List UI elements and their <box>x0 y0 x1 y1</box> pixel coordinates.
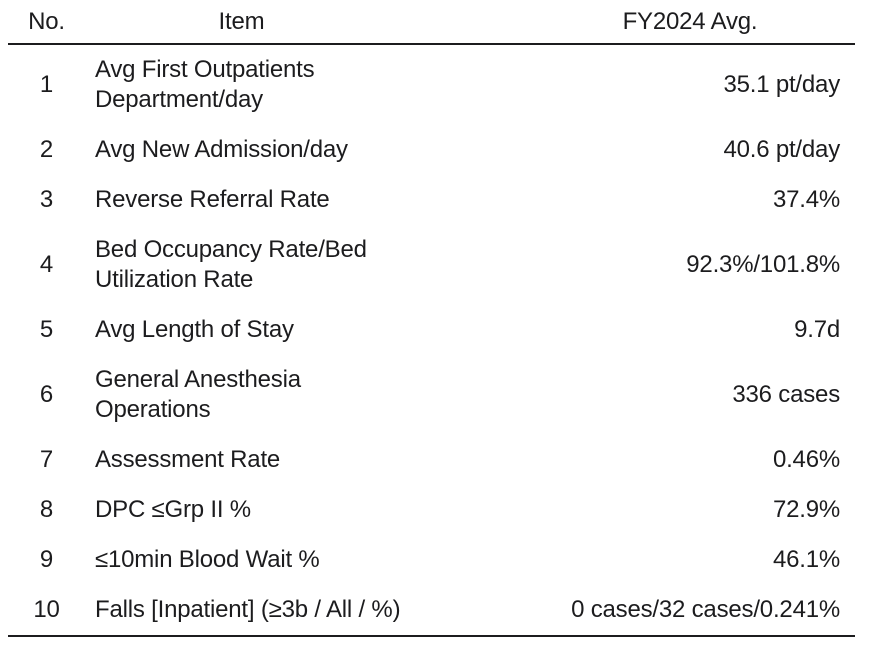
item-value: 336 cases <box>732 381 840 408</box>
row-number: 6 <box>39 381 54 408</box>
column-header-no: No. <box>28 7 65 35</box>
table-row: 7 Assessment Rate 0.46% <box>8 435 855 485</box>
column-header-fy2024-avg: FY2024 Avg. <box>622 7 758 35</box>
item-value: 40.6 pt/day <box>723 136 840 163</box>
column-header-item: Item <box>218 7 265 35</box>
item-value: 9.7d <box>794 316 840 343</box>
item-label: ≤10min Blood Wait % <box>95 546 320 573</box>
item-label: Reverse Referral Rate <box>95 186 330 213</box>
table-row: 5 Avg Length of Stay 9.7d <box>8 305 855 355</box>
row-number: 9 <box>39 546 54 573</box>
table-header-row: No. Item FY2024 Avg. <box>8 0 855 45</box>
item-value: 37.4% <box>772 186 840 213</box>
metrics-table: No. Item FY2024 Avg. 1 Avg First Outpati… <box>8 0 855 637</box>
item-label: Assessment Rate <box>95 446 281 473</box>
row-number: 8 <box>39 496 54 523</box>
row-number: 4 <box>39 251 54 278</box>
row-number: 5 <box>39 316 54 343</box>
table-row: 3 Reverse Referral Rate 37.4% <box>8 175 855 225</box>
table-row: 9 ≤10min Blood Wait % 46.1% <box>8 535 855 585</box>
item-label: Avg New Admission/day <box>95 136 348 163</box>
table-row: 6 General Anesthesia Operations 336 case… <box>8 355 855 435</box>
item-label: General Anesthesia Operations <box>95 366 301 423</box>
row-number: 10 <box>33 596 60 623</box>
item-value: 0.46% <box>772 446 840 473</box>
item-value: 72.9% <box>772 496 840 523</box>
item-label: Avg Length of Stay <box>95 316 294 343</box>
item-value: 92.3%/101.8% <box>686 251 840 278</box>
item-value: 46.1% <box>772 546 840 573</box>
row-number: 2 <box>39 136 54 163</box>
table-row: 4 Bed Occupancy Rate/Bed Utilization Rat… <box>8 225 855 305</box>
item-label: DPC ≤Grp II % <box>95 496 251 523</box>
item-value: 35.1 pt/day <box>723 71 840 98</box>
row-number: 7 <box>39 446 54 473</box>
item-value: 0 cases/32 cases/0.241% <box>571 596 840 623</box>
row-number: 1 <box>39 71 54 98</box>
table-row: 2 Avg New Admission/day 40.6 pt/day <box>8 125 855 175</box>
table-row: 8 DPC ≤Grp II % 72.9% <box>8 485 855 535</box>
row-number: 3 <box>39 186 54 213</box>
table-row: 1 Avg First Outpatients Department/day 3… <box>8 45 855 125</box>
item-label: Falls [Inpatient] (≥3b / All / %) <box>95 596 401 623</box>
item-label: Avg First Outpatients Department/day <box>95 56 315 113</box>
table-row: 10 Falls [Inpatient] (≥3b / All / %) 0 c… <box>8 585 855 635</box>
item-label: Bed Occupancy Rate/Bed Utilization Rate <box>95 236 367 293</box>
